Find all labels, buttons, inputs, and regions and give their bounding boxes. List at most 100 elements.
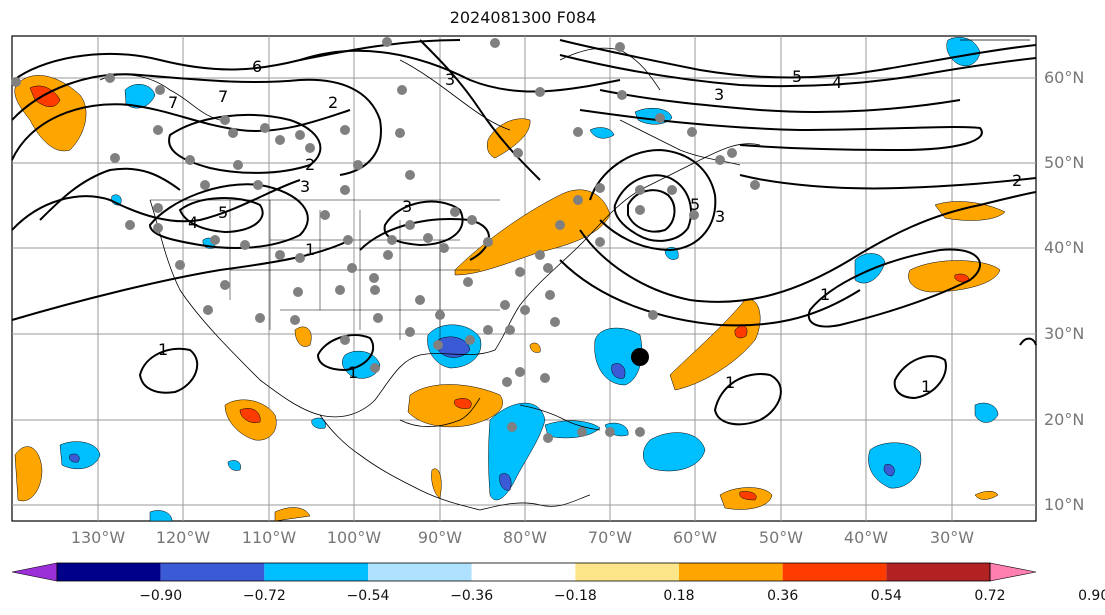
shade-east-atlantic-north — [934, 201, 1006, 221]
storm-center-marker — [631, 348, 649, 366]
colorbar-tick-label: −0.18 — [553, 588, 597, 604]
contour-lines — [11, 39, 1037, 426]
contour-label: 1 — [348, 363, 358, 382]
shade-east-atl-neg — [868, 442, 922, 489]
colorbar-extend-low — [11, 562, 58, 582]
shade-venezuela — [274, 507, 311, 522]
shade-pac-small — [431, 468, 442, 499]
shade-caribbean-east — [529, 342, 541, 353]
shade-east-atl-neg-core — [883, 464, 895, 477]
gridlines — [12, 36, 1036, 521]
colorbar-tick-label: 0.72 — [974, 588, 1006, 604]
shade-hurricane-core — [611, 363, 626, 379]
lon-label: 30°W — [929, 528, 975, 547]
lat-label: 20°N — [1044, 410, 1085, 429]
station-markers — [11, 37, 760, 443]
lon-label: 70°W — [587, 528, 633, 547]
colorbar-segment — [471, 563, 576, 581]
shade-hurricane — [594, 327, 643, 386]
contour-label: 6 — [252, 57, 262, 76]
contour-label: 2 — [328, 93, 338, 112]
lon-label: 60°W — [672, 528, 718, 547]
contour-label: 1 — [921, 377, 931, 396]
borders — [150, 199, 500, 350]
colorbar-segment — [368, 563, 472, 581]
contour-label: 5 — [690, 195, 700, 214]
colorbar — [11, 562, 1037, 582]
lat-label: 40°N — [1044, 238, 1085, 257]
lat-label: 60°N — [1044, 68, 1085, 87]
colorbar-tick-label: −0.54 — [346, 588, 390, 604]
colorbar-segment — [160, 563, 265, 581]
shade-east-atlantic — [908, 260, 1001, 293]
shade-atlantic-mid — [669, 299, 761, 391]
contour-label: 1 — [725, 373, 735, 392]
shade-mexico-small — [294, 326, 312, 347]
contour-label: 5 — [792, 67, 802, 86]
colorbar-segment — [57, 563, 161, 581]
shade-gulf-neg-core — [437, 336, 471, 358]
lon-label: 100°W — [326, 528, 382, 547]
lon-label: 40°W — [843, 528, 889, 547]
shade-newfoundland — [589, 127, 615, 139]
colorbar-tick-label: 0.90 — [1078, 588, 1105, 604]
shade-greenland — [946, 37, 981, 67]
shaded-anomalies — [14, 37, 1006, 522]
colorbar-segment — [575, 563, 679, 581]
contour-label: 2 — [305, 155, 315, 174]
shade-mexico-west-core — [239, 408, 261, 423]
shade-caribbean-south-core — [739, 491, 757, 501]
shade-far-east — [974, 491, 999, 500]
colorbar-segment — [679, 563, 783, 581]
contour-label: 1 — [158, 340, 168, 359]
shade-gulf-south — [407, 384, 503, 428]
contour-label: 5 — [218, 203, 228, 222]
shade-ne-us — [454, 189, 611, 276]
lon-label: 90°W — [417, 528, 463, 547]
contour-label: 3 — [445, 70, 455, 89]
lon-label: 50°W — [758, 528, 804, 547]
contour-label: 1 — [820, 285, 830, 304]
shade-lesser-antilles — [643, 432, 706, 472]
contour-label: 2 — [1012, 171, 1022, 190]
shade-pac-sw — [14, 446, 43, 502]
lon-label: 120°W — [155, 528, 211, 547]
colorbar-tick-label: −0.72 — [242, 588, 286, 604]
colorbar-frame — [56, 562, 991, 582]
contour-label: 3 — [402, 197, 412, 216]
shade-caribbean-neg-core — [499, 473, 512, 491]
colorbar-tick-label: −0.36 — [450, 588, 494, 604]
lon-label: 80°W — [502, 528, 548, 547]
shade-bc — [124, 84, 156, 109]
colorbar-tick-label: 0.36 — [767, 588, 799, 604]
lon-label: 110°W — [241, 528, 297, 547]
colorbar-segment — [264, 563, 368, 581]
shade-pac-neg-core — [69, 453, 80, 463]
contour-label: 4 — [188, 213, 198, 232]
colorbar-extend-high — [989, 562, 1037, 582]
contour-label: 3 — [714, 85, 724, 104]
colorbar-tick-label: 0.54 — [870, 588, 902, 604]
shade-mid-atl-neg — [854, 253, 886, 284]
shade-hudson — [487, 118, 531, 159]
shade-pac-neg — [59, 441, 101, 470]
contour-label: 4 — [832, 73, 842, 92]
contour-label: 1 — [305, 240, 315, 259]
map-title: 2024081300 F084 — [449, 8, 597, 27]
shade-gulf-core — [454, 398, 472, 409]
contour-label: 7 — [168, 93, 178, 112]
contour-label-group: 6 7 3 4 5 3 2 4 5 3 2 2 3 1 5 3 1 1 1 1 … — [158, 57, 1022, 396]
contour-label: 7 — [218, 87, 228, 106]
shade-cape-verde — [974, 402, 999, 423]
colorbar-segment — [886, 563, 990, 581]
lat-label: 10°N — [1044, 495, 1085, 514]
contour-label: 3 — [715, 207, 725, 226]
lat-label: 50°N — [1044, 153, 1085, 172]
colorbar-segment — [782, 563, 887, 581]
lon-label: 130°W — [70, 528, 126, 547]
shade-yucatan — [311, 417, 326, 429]
lat-label: 30°N — [1044, 324, 1085, 343]
shade-pac-small-neg — [227, 460, 241, 471]
shade-colombia — [149, 510, 173, 522]
